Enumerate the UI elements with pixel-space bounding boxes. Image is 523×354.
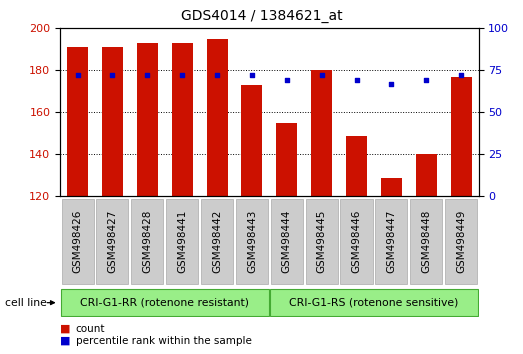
Bar (242, 85, 263, 196)
Text: GSM498427: GSM498427 (107, 210, 118, 273)
FancyBboxPatch shape (201, 199, 233, 284)
Text: GSM498443: GSM498443 (247, 210, 257, 273)
Point (213, 73, 221, 78)
Text: CRI-G1-RS (rotenone sensitive): CRI-G1-RS (rotenone sensitive) (289, 297, 459, 307)
FancyBboxPatch shape (445, 199, 477, 284)
Text: CRI-G1-RR (rotenone resistant): CRI-G1-RR (rotenone resistant) (80, 297, 249, 307)
Text: GSM498441: GSM498441 (177, 210, 187, 273)
Text: cell line: cell line (5, 298, 47, 308)
Point (143, 73, 152, 78)
Text: GSM498445: GSM498445 (316, 210, 327, 273)
Bar (346, 136, 367, 196)
FancyBboxPatch shape (62, 199, 94, 284)
Text: GDS4014 / 1384621_at: GDS4014 / 1384621_at (180, 9, 343, 23)
FancyBboxPatch shape (166, 199, 198, 284)
Point (248, 73, 256, 78)
Bar (172, 43, 192, 196)
Text: GSM498444: GSM498444 (282, 210, 292, 273)
Text: ■: ■ (60, 324, 71, 333)
Bar (416, 154, 437, 196)
Point (108, 73, 117, 78)
FancyBboxPatch shape (236, 199, 268, 284)
Bar (207, 39, 228, 196)
FancyBboxPatch shape (61, 289, 269, 316)
Text: GSM498448: GSM498448 (421, 210, 431, 273)
Bar (102, 47, 123, 196)
Text: GSM498426: GSM498426 (73, 210, 83, 273)
FancyBboxPatch shape (410, 199, 442, 284)
Bar (311, 70, 332, 196)
Point (457, 73, 465, 78)
Text: GSM498446: GSM498446 (351, 210, 361, 273)
Point (353, 78, 361, 83)
FancyBboxPatch shape (270, 289, 478, 316)
FancyBboxPatch shape (271, 199, 303, 284)
Point (387, 81, 395, 87)
Text: GSM498428: GSM498428 (142, 210, 152, 273)
Bar (67, 47, 88, 196)
Text: ■: ■ (60, 336, 71, 346)
FancyBboxPatch shape (376, 199, 407, 284)
FancyBboxPatch shape (305, 199, 338, 284)
Bar (451, 77, 472, 196)
Text: percentile rank within the sample: percentile rank within the sample (76, 336, 252, 346)
Text: count: count (76, 324, 105, 333)
Bar (276, 123, 297, 196)
Bar (381, 178, 402, 196)
FancyBboxPatch shape (131, 199, 163, 284)
Point (282, 78, 291, 83)
Text: GSM498447: GSM498447 (386, 210, 396, 273)
Point (73, 73, 82, 78)
FancyBboxPatch shape (96, 199, 129, 284)
Text: GSM498449: GSM498449 (456, 210, 466, 273)
Bar (137, 43, 158, 196)
Point (178, 73, 186, 78)
Point (422, 78, 430, 83)
Point (317, 73, 326, 78)
FancyBboxPatch shape (340, 199, 372, 284)
Text: GSM498442: GSM498442 (212, 210, 222, 273)
